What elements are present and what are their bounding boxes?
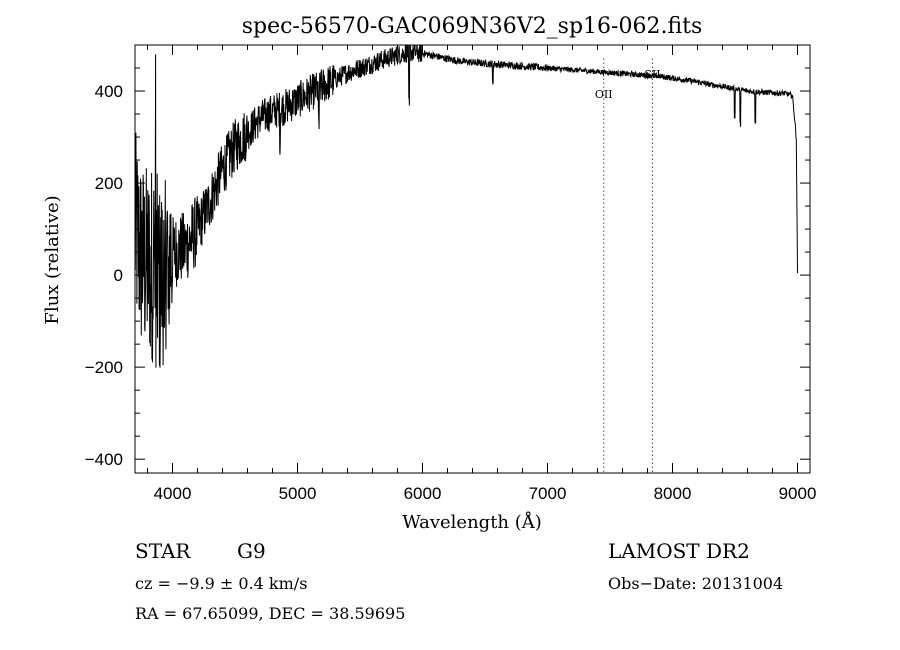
- x-axis-ticks: [147, 45, 798, 473]
- survey-name: LAMOST DR2: [608, 539, 750, 563]
- object-subclass: G9: [237, 539, 266, 563]
- x-tick-label: 5000: [279, 484, 317, 503]
- line-marker-label: OII: [595, 88, 613, 101]
- y-tick-label: 0: [114, 266, 123, 285]
- x-axis-label: Wavelength (Å): [402, 511, 542, 533]
- chart-title: spec-56570-GAC069N36V2_sp16-062.fits: [242, 14, 703, 39]
- y-axis-tick-labels: −400 −200 0 200 400: [85, 82, 123, 469]
- x-tick-label: 7000: [529, 484, 567, 503]
- y-tick-label: 200: [95, 174, 123, 193]
- coordinates: RA = 67.65099, DEC = 38.59695: [135, 604, 405, 623]
- spectrum-line: [135, 45, 798, 368]
- y-tick-label: 400: [95, 82, 123, 101]
- y-tick-label: −200: [85, 358, 123, 377]
- object-class: STAR: [135, 539, 191, 563]
- x-tick-label: 6000: [404, 484, 442, 503]
- y-axis-label: Flux (relative): [42, 195, 63, 324]
- plot-frame: [134, 44, 811, 474]
- y-axis-ticks: [135, 44, 810, 460]
- x-tick-label: 4000: [154, 484, 192, 503]
- x-axis-tick-labels: 4000 5000 6000 7000 8000 9000: [154, 484, 817, 503]
- x-tick-label: 8000: [654, 484, 692, 503]
- x-tick-label: 9000: [779, 484, 817, 503]
- redshift-cz: cz = −9.9 ± 0.4 km/s: [135, 574, 307, 593]
- y-tick-label: −400: [85, 450, 123, 469]
- observation-date: Obs−Date: 20131004: [608, 574, 783, 593]
